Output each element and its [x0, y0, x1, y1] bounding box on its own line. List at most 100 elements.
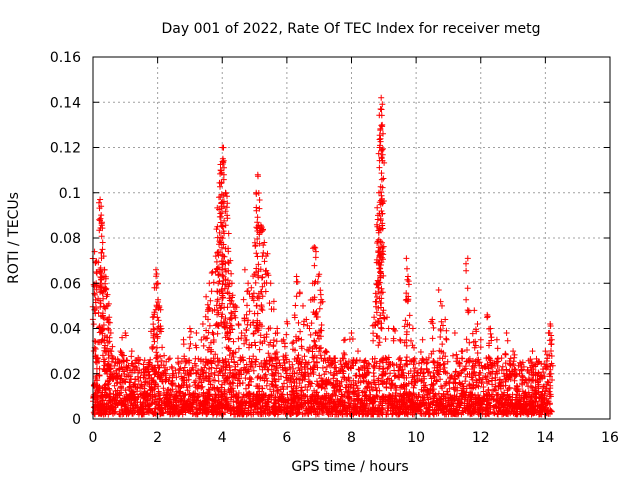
- data-point: [181, 374, 188, 381]
- data-point: [232, 302, 239, 309]
- data-point: [415, 393, 422, 400]
- data-point: [96, 199, 102, 206]
- data-point: [170, 370, 177, 377]
- data-point: [246, 355, 253, 362]
- data-point: [239, 411, 246, 418]
- data-point: [397, 405, 404, 411]
- data-point: [548, 336, 555, 343]
- data-point: [374, 277, 381, 284]
- data-point: [281, 405, 288, 411]
- data-point: [104, 339, 111, 346]
- data-point: [218, 286, 225, 293]
- data-point: [321, 355, 328, 362]
- data-point: [426, 410, 433, 417]
- data-point: [99, 352, 106, 359]
- data-point: [439, 302, 445, 309]
- data-point: [406, 322, 413, 328]
- data-point: [325, 376, 332, 383]
- data-point: [372, 290, 379, 297]
- data-point: [115, 358, 122, 365]
- data-point: [353, 382, 360, 389]
- data-point: [378, 324, 384, 331]
- data-point: [538, 402, 544, 409]
- data-point: [121, 401, 128, 408]
- data-point: [466, 371, 473, 377]
- data-point: [406, 312, 413, 319]
- data-point: [491, 386, 498, 393]
- data-point: [424, 394, 431, 401]
- data-point: [256, 346, 263, 353]
- data-point: [154, 358, 161, 365]
- data-point: [208, 288, 215, 295]
- data-point: [261, 258, 268, 265]
- data-point: [221, 386, 228, 393]
- data-point: [487, 408, 494, 415]
- data-point: [506, 384, 513, 391]
- data-point: [314, 393, 321, 400]
- data-point: [230, 354, 237, 360]
- data-point: [230, 407, 237, 414]
- data-point: [318, 344, 324, 351]
- data-point: [257, 332, 264, 339]
- data-point: [229, 326, 236, 333]
- data-point: [443, 336, 450, 343]
- data-point: [295, 319, 302, 326]
- data-point: [264, 366, 271, 373]
- data-point: [405, 273, 411, 280]
- data-point: [96, 324, 103, 331]
- data-point: [492, 374, 499, 381]
- data-point: [212, 351, 219, 358]
- data-point: [275, 398, 282, 405]
- data-point: [419, 336, 426, 343]
- data-point: [403, 357, 409, 364]
- data-point: [379, 245, 386, 251]
- data-point: [184, 387, 191, 394]
- data-point: [215, 309, 222, 316]
- data-point: [342, 336, 348, 343]
- data-point: [350, 382, 357, 389]
- data-point: [491, 410, 498, 417]
- data-point: [203, 293, 210, 300]
- data-point: [298, 336, 305, 343]
- data-point: [215, 378, 222, 385]
- data-point: [375, 150, 382, 157]
- data-point: [316, 271, 323, 278]
- data-point: [305, 347, 312, 354]
- data-point: [281, 360, 288, 367]
- data-point: [295, 394, 302, 401]
- data-point: [106, 366, 113, 373]
- data-point: [146, 371, 153, 378]
- data-point: [262, 392, 269, 399]
- data-point: [380, 359, 386, 366]
- data-point: [355, 366, 362, 373]
- data-point: [228, 309, 235, 316]
- data-point: [420, 373, 427, 380]
- data-point: [90, 348, 97, 354]
- data-point: [544, 378, 551, 385]
- data-point: [101, 384, 108, 391]
- data-point: [121, 378, 128, 385]
- data-point: [263, 334, 270, 340]
- data-point: [489, 381, 496, 388]
- data-point: [379, 101, 386, 108]
- data-point: [240, 296, 247, 303]
- data-point: [100, 295, 107, 302]
- data-point: [367, 391, 374, 398]
- data-point: [297, 361, 304, 368]
- data-point: [269, 362, 276, 369]
- data-point: [100, 326, 107, 332]
- data-point: [224, 332, 230, 339]
- data-point: [384, 356, 390, 363]
- data-point: [254, 327, 261, 334]
- data-point: [542, 363, 549, 370]
- data-point: [231, 312, 238, 319]
- data-point: [225, 336, 232, 343]
- data-point: [308, 320, 315, 327]
- data-point: [435, 368, 442, 375]
- data-point: [220, 203, 227, 210]
- data-point: [260, 249, 267, 256]
- data-point: [225, 283, 232, 290]
- data-point: [507, 355, 514, 362]
- data-point: [113, 380, 120, 387]
- data-point: [137, 399, 144, 406]
